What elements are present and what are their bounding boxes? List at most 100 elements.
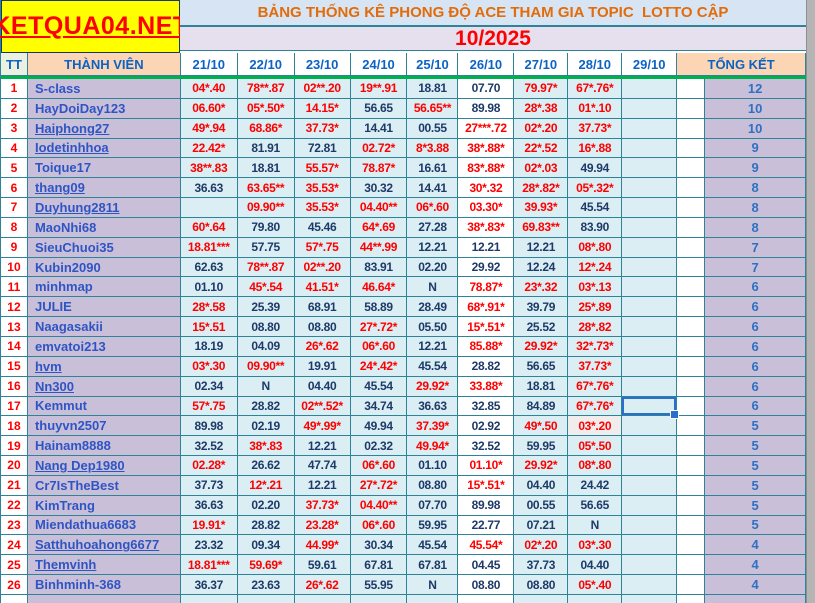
- member-name[interactable]: Binhminh-368: [27, 575, 181, 595]
- spacer-cell[interactable]: [677, 396, 706, 417]
- brand-link[interactable]: KETQUA04.NET: [0, 12, 189, 40]
- date-header[interactable]: 28/10: [568, 53, 623, 76]
- score-cell[interactable]: N: [407, 575, 459, 595]
- score-cell[interactable]: 12.21: [407, 237, 459, 258]
- score-cell[interactable]: 12*.24: [568, 257, 623, 278]
- score-cell[interactable]: 02.92: [458, 416, 515, 437]
- score-cell[interactable]: 15*.51*: [458, 317, 515, 337]
- total-cell[interactable]: 12: [705, 79, 807, 99]
- date-header[interactable]: 24/10: [350, 53, 408, 76]
- score-cell[interactable]: 26*.62: [294, 575, 351, 595]
- score-cell[interactable]: 89.98: [180, 416, 238, 437]
- score-cell[interactable]: 02.20: [407, 257, 459, 278]
- score-cell[interactable]: 37.73*: [294, 118, 351, 139]
- row-number-cell[interactable]: 7: [1, 198, 28, 218]
- empty-cell[interactable]: [622, 416, 678, 437]
- score-cell[interactable]: 32*.73*: [568, 336, 623, 357]
- date-header[interactable]: 29/10: [622, 53, 678, 76]
- score-cell[interactable]: 04.40**: [350, 198, 408, 218]
- total-cell[interactable]: 8: [705, 178, 807, 199]
- score-cell[interactable]: 22.77: [458, 515, 515, 536]
- score-cell[interactable]: 22*.52: [514, 138, 569, 159]
- score-cell[interactable]: 56.65**: [407, 98, 459, 119]
- score-cell[interactable]: 89.98: [458, 495, 515, 516]
- spacer-cell[interactable]: [677, 416, 706, 437]
- row-number-cell[interactable]: 24: [1, 535, 28, 556]
- date-header[interactable]: 22/10: [237, 53, 295, 76]
- member-name[interactable]: Kemmut: [27, 396, 181, 417]
- member-name[interactable]: Nang Dep1980: [27, 456, 181, 476]
- score-cell[interactable]: 38*.83: [237, 436, 295, 457]
- score-cell[interactable]: 84.89: [514, 396, 569, 417]
- score-cell[interactable]: 03*.30: [180, 356, 238, 377]
- row-number-cell[interactable]: 6: [1, 178, 28, 199]
- member-name[interactable]: KimTrang: [27, 495, 181, 516]
- score-cell[interactable]: 49*.94: [180, 118, 238, 139]
- score-cell[interactable]: 35.53*: [294, 178, 351, 199]
- score-cell[interactable]: 83.91: [350, 257, 408, 278]
- score-cell[interactable]: 14.41: [407, 178, 459, 199]
- date-header[interactable]: 23/10: [294, 53, 351, 76]
- score-cell[interactable]: 02**.52*: [294, 396, 351, 417]
- score-cell[interactable]: 79.97*: [514, 79, 569, 99]
- member-name[interactable]: Kubin2090: [27, 257, 181, 278]
- total-cell[interactable]: 4: [705, 575, 807, 595]
- score-cell[interactable]: 67*.76*: [568, 79, 623, 99]
- row-number-cell[interactable]: 11: [1, 277, 28, 298]
- score-cell[interactable]: 18.81: [407, 79, 459, 99]
- score-cell[interactable]: 72.81: [294, 138, 351, 159]
- spacer-cell[interactable]: [677, 297, 706, 318]
- score-cell[interactable]: 39.79: [514, 297, 569, 318]
- score-cell[interactable]: 56.65: [568, 495, 623, 516]
- row-number-cell[interactable]: 22: [1, 495, 28, 516]
- score-cell[interactable]: 28*.58: [180, 297, 238, 318]
- score-cell[interactable]: 27.28: [407, 217, 459, 238]
- score-cell[interactable]: 45.54: [407, 356, 459, 377]
- member-name[interactable]: Cr7IsTheBest: [27, 475, 181, 496]
- score-cell[interactable]: 56.65: [514, 356, 569, 377]
- spacer-cell[interactable]: [677, 515, 706, 536]
- empty-cell[interactable]: [622, 555, 678, 576]
- score-cell[interactable]: 45.54: [350, 376, 408, 397]
- score-cell[interactable]: 03.30*: [458, 198, 515, 218]
- score-cell[interactable]: 01.10: [180, 277, 238, 298]
- score-cell[interactable]: 59.61: [294, 555, 351, 576]
- score-cell[interactable]: 06*.60: [350, 456, 408, 476]
- score-cell[interactable]: 22.42*: [180, 138, 238, 159]
- total-cell[interactable]: 5: [705, 495, 807, 516]
- empty-cell[interactable]: [622, 436, 678, 457]
- score-cell[interactable]: 27***.72: [458, 118, 515, 139]
- score-cell[interactable]: 67*.76*: [568, 396, 623, 417]
- score-cell[interactable]: 59.95: [514, 436, 569, 457]
- spacer-cell[interactable]: [677, 555, 706, 576]
- row-number-cell[interactable]: 12: [1, 297, 28, 318]
- row-number-cell[interactable]: 9: [1, 237, 28, 258]
- score-cell[interactable]: 12.21: [294, 475, 351, 496]
- score-cell[interactable]: 26*.62: [294, 336, 351, 357]
- row-number-cell[interactable]: 17: [1, 396, 28, 417]
- score-cell[interactable]: 02*.03: [514, 158, 569, 179]
- total-cell[interactable]: 6: [705, 317, 807, 337]
- score-cell[interactable]: 83*.88*: [458, 158, 515, 179]
- date-header[interactable]: 27/10: [514, 53, 569, 76]
- score-cell[interactable]: 02.34: [180, 376, 238, 397]
- score-cell[interactable]: 26.62: [237, 456, 295, 476]
- empty-cell[interactable]: [622, 376, 678, 397]
- score-cell[interactable]: 28*.82: [568, 317, 623, 337]
- score-cell[interactable]: 58.89: [350, 297, 408, 318]
- score-cell[interactable]: 06*.60: [407, 198, 459, 218]
- score-cell[interactable]: 08.80: [294, 317, 351, 337]
- spacer-cell[interactable]: [677, 436, 706, 457]
- score-cell[interactable]: 06*.60: [350, 336, 408, 357]
- score-cell[interactable]: 02.72*: [350, 138, 408, 159]
- score-cell[interactable]: 23.32: [180, 535, 238, 556]
- score-cell[interactable]: 03*.30: [568, 535, 623, 556]
- score-cell[interactable]: 14.15*: [294, 98, 351, 119]
- empty-cell[interactable]: [622, 158, 678, 179]
- score-cell[interactable]: 67.81: [350, 555, 408, 576]
- spacer-cell[interactable]: [677, 237, 706, 258]
- score-cell[interactable]: 49*.50: [514, 416, 569, 437]
- score-cell[interactable]: 85.88*: [458, 336, 515, 357]
- score-cell[interactable]: 07.70: [458, 79, 515, 99]
- total-cell[interactable]: 4: [705, 535, 807, 556]
